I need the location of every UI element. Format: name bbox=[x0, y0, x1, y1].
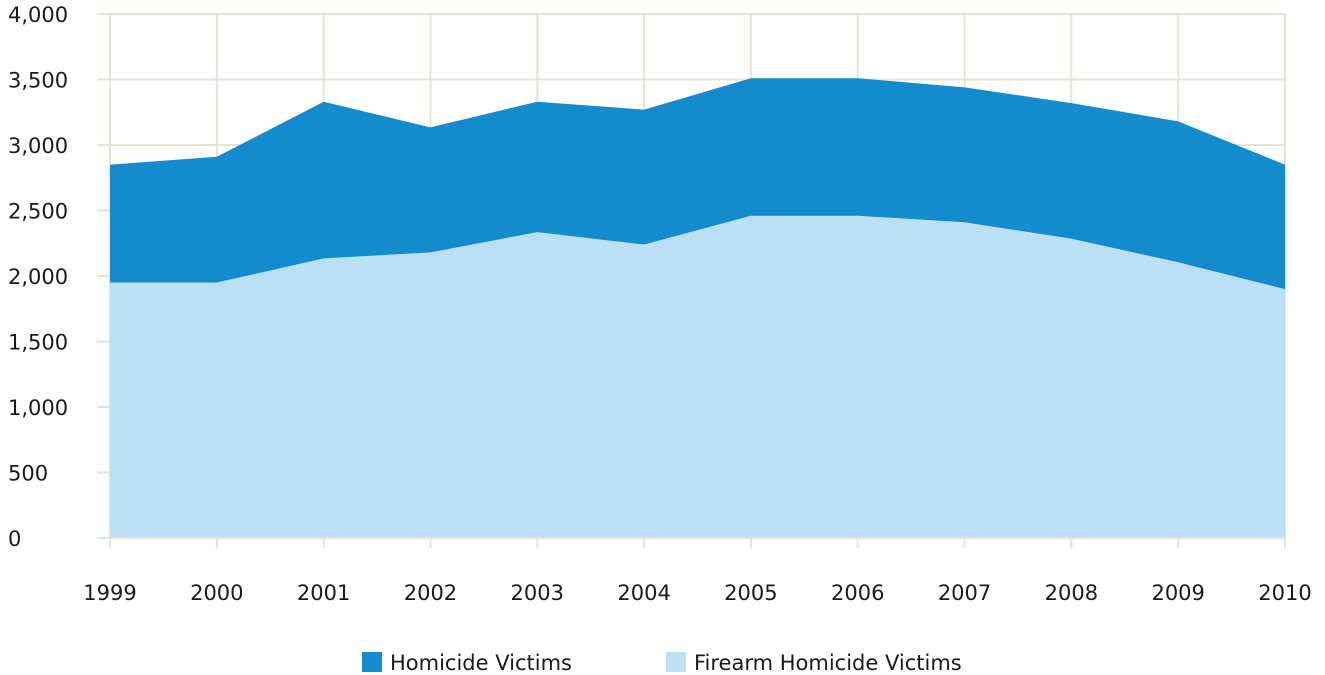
axes bbox=[97, 537, 1286, 548]
legend-label-homicide-victims: Homicide Victims bbox=[390, 651, 572, 675]
legend-swatch-homicide-victims bbox=[362, 652, 382, 672]
y-tick-label: 4,000 bbox=[8, 3, 68, 27]
x-tick-label: 2003 bbox=[511, 581, 564, 605]
x-tick-label: 1999 bbox=[83, 581, 136, 605]
y-tick-label: 1,000 bbox=[8, 396, 68, 420]
y-tick-label: 3,500 bbox=[8, 69, 68, 93]
y-tick-label: 1,500 bbox=[8, 331, 68, 355]
x-tick-label: 2005 bbox=[724, 581, 777, 605]
y-tick-label: 3,000 bbox=[8, 134, 68, 158]
y-tick-label: 0 bbox=[8, 527, 21, 551]
legend: Homicide Victims Firearm Homicide Victims bbox=[362, 651, 962, 675]
x-tick-label: 2009 bbox=[1151, 581, 1204, 605]
y-tick-label: 2,000 bbox=[8, 265, 68, 289]
x-tick-label: 2008 bbox=[1045, 581, 1098, 605]
y-tick-label: 2,500 bbox=[8, 200, 68, 224]
y-axis-ticks: 0 500 1,000 1,500 2,000 2,500 3,000 3,500 4,000 bbox=[8, 3, 68, 551]
chart-areas bbox=[110, 78, 1285, 539]
legend-swatch-firearm-homicide-victims bbox=[666, 652, 686, 672]
x-axis-ticks: 1999 2000 2001 2002 2003 2004 2005 2006 2007 2008… bbox=[83, 581, 1311, 605]
y-tick-label: 500 bbox=[8, 462, 48, 486]
x-tick-label: 2000 bbox=[190, 581, 243, 605]
x-tick-label: 2001 bbox=[297, 581, 350, 605]
x-tick-label: 2007 bbox=[938, 581, 991, 605]
legend-label-firearm-homicide-victims: Firearm Homicide Victims bbox=[694, 651, 962, 675]
x-tick-label: 2004 bbox=[617, 581, 670, 605]
area-firearm-homicide-victims bbox=[110, 215, 1285, 539]
x-tick-label: 2006 bbox=[831, 581, 884, 605]
x-tick-label: 2002 bbox=[404, 581, 457, 605]
x-tick-label: 2010 bbox=[1258, 581, 1311, 605]
